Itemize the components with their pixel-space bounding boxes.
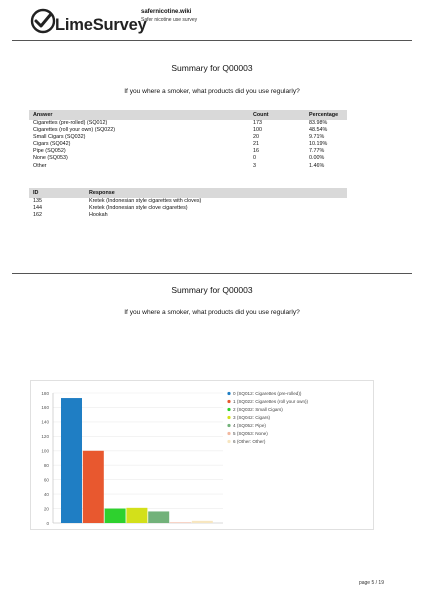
id-cell: 135 (33, 198, 42, 204)
y-tick-label: 100 (41, 449, 49, 454)
table-row: Cigars (SQ042) 21 10.19% (29, 141, 347, 148)
bar (191, 520, 213, 523)
percentage-cell: 83.98% (309, 120, 328, 126)
page-number: page 5 / 19 (358, 580, 384, 586)
answer-cell: Other (33, 162, 47, 169)
legend-marker (227, 407, 231, 412)
bar (148, 511, 170, 523)
table-row: Pipe (SQ052) 16 7.77% (29, 148, 347, 155)
legend-marker (227, 391, 231, 396)
y-tick-label: 120 (41, 434, 49, 439)
bar (104, 508, 126, 523)
legend-marker (227, 399, 231, 404)
legend-entry: 2 (SQ032: Small Cigars) (233, 407, 283, 412)
answer-cell: Pipe (SQ052) (33, 148, 66, 155)
bar (82, 450, 104, 523)
y-tick-label: 180 (41, 391, 49, 396)
limesurvey-logo-icon (30, 8, 56, 34)
column-header-answer: Answer (29, 110, 249, 120)
section-question: If you where a smoker, what products did… (124, 88, 300, 95)
response-table: ID Response 135 Kretek (Indonesian style … (29, 188, 347, 219)
table-row: 144 Kretek (Indonesian style clove cigare… (29, 205, 347, 212)
percentage-cell: 9.71% (309, 134, 325, 141)
response-cell: Kretek (Indonesian style cigarettes with… (89, 198, 202, 204)
logo-text: LimeSurvey (55, 16, 147, 34)
count-cell: 16 (253, 148, 259, 155)
table-header-row: ID Response (29, 188, 347, 198)
table-row: Cigarettes (pre-rolled) (SQ012) 173 83.98% (29, 120, 347, 127)
percentage-cell: 7.77% (309, 148, 325, 155)
legend-marker (227, 415, 231, 420)
count-cell: 21 (253, 141, 259, 148)
legend-entry: 4 (SQ052: Pipe) (233, 423, 266, 428)
legend-entry: 1 (SQ022: Cigarettes (roll your own)) (233, 399, 309, 404)
bar (126, 507, 148, 523)
summary-table: Answer Count Percentage Cigarettes (pre-… (29, 110, 347, 170)
y-tick-label: 60 (44, 477, 50, 482)
answer-cell: None (SQ053) (33, 155, 68, 162)
response-cell: Hookah (89, 212, 108, 219)
percentage-cell: 1.46% (309, 162, 325, 169)
percentage-cell: 48.54% (309, 127, 328, 134)
y-tick-label: 140 (41, 420, 49, 425)
table-row: Cigarettes (roll your own) (SQ022) 100 48.… (29, 127, 347, 134)
id-cell: 144 (33, 205, 42, 212)
table-header-row: Answer Count Percentage (29, 110, 347, 120)
site-name: safernicotine.wiki (141, 9, 192, 15)
y-tick-label: 80 (44, 463, 50, 468)
y-tick-label: 160 (41, 405, 49, 410)
column-header-id: ID (29, 188, 85, 198)
table-row: None (SQ053) 0 0.00% (29, 155, 347, 162)
y-tick-label: 20 (44, 506, 50, 511)
bar (61, 398, 82, 523)
table-row: Small Cigars (SQ032) 20 9.71% (29, 134, 347, 141)
legend-entry: 0 (SQ012: Cigarettes (pre-rolled)) (233, 391, 302, 396)
legend-marker (227, 439, 231, 444)
answer-cell: Cigars (SQ042) (33, 141, 71, 148)
response-cell: Kretek (Indonesian style clove cigarette… (89, 205, 188, 212)
count-cell: 3 (253, 162, 256, 169)
legend-entry: 3 (SQ042: Cigars) (233, 415, 270, 420)
chart-frame: 0 20 40 60 80 100 120 140 160 180 0 (SQ012: Cigare… (30, 380, 374, 530)
section-question: If you where a smoker, what products did… (124, 309, 300, 316)
bar-chart: 0 20 40 60 80 100 120 140 160 180 0 (SQ012: Cigare… (41, 391, 309, 526)
count-cell: 173 (253, 120, 262, 126)
survey-title: Safer nicotine use survey (141, 17, 198, 23)
legend-marker (227, 431, 231, 436)
count-cell: 100 (253, 127, 262, 134)
table-row: 135 Kretek (Indonesian style cigarettes w… (29, 198, 347, 205)
legend-marker (227, 423, 231, 428)
count-cell: 0 (253, 155, 256, 162)
column-header-response: Response (85, 188, 347, 198)
id-cell: 162 (33, 212, 42, 219)
answer-cell: Cigarettes (roll your own) (SQ022) (33, 127, 116, 134)
table-row: 162 Hookah (29, 212, 347, 219)
answer-cell: Cigarettes (pre-rolled) (SQ012) (33, 120, 108, 126)
percentage-cell: 0.00% (309, 155, 325, 162)
percentage-cell: 10.19% (309, 141, 328, 148)
column-header-percentage: Percentage (305, 110, 347, 120)
section-title: Summary for Q00003 (171, 63, 253, 73)
legend-entry: 6 (Other: Other) (233, 439, 266, 444)
section-divider (12, 273, 412, 274)
legend-entry: 5 (SQ053: None) (233, 431, 268, 436)
bar (170, 522, 191, 523)
column-header-count: Count (249, 110, 305, 120)
y-tick-label: 40 (44, 492, 50, 497)
count-cell: 20 (253, 134, 259, 141)
header-divider (12, 40, 412, 41)
y-tick-label: 0 (46, 521, 49, 526)
table-row: Other 3 1.46% (29, 163, 347, 170)
answer-cell: Small Cigars (SQ032) (33, 134, 86, 141)
section-title: Summary for Q00003 (171, 285, 253, 295)
